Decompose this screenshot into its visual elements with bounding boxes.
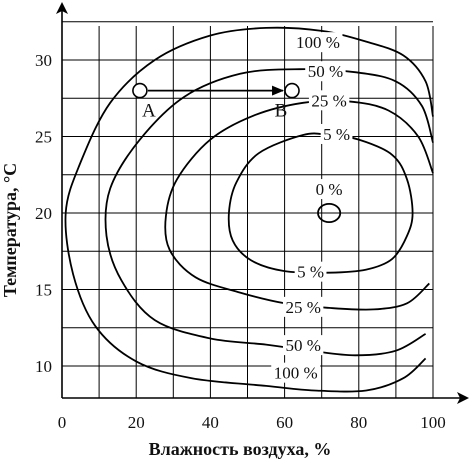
point-label-b: B [275, 101, 288, 122]
contours [64, 26, 434, 393]
contour-label-bg [294, 261, 327, 282]
contour-labels: 100 % 50 % 25 % 5 % 5 % 25 % 50 % 100 % 0 % [271, 32, 353, 383]
contour-label-1: 50 % [308, 62, 343, 81]
contour-label-8: 0 % [316, 180, 343, 199]
x-axis-title: Влажность воздуха, % [149, 439, 332, 459]
y-tick-label: 10 [35, 357, 52, 376]
contour-label-bg [293, 32, 343, 53]
tick-labels: 0 20 40 60 80 100 10 15 20 25 30 [35, 51, 446, 432]
x-tick-label: 0 [58, 413, 67, 432]
point-b [284, 82, 300, 99]
x-tick-label: 60 [276, 413, 293, 432]
contour-label-0: 100 % [296, 33, 340, 52]
contour-line-3 [227, 132, 414, 274]
y-tick-label: 30 [35, 51, 52, 70]
contour-label-bg [305, 61, 346, 82]
contour-label-bg [271, 362, 321, 383]
point-a [132, 82, 148, 99]
x-tick-label: 40 [202, 413, 219, 432]
contour-label-4: 5 % [297, 263, 324, 282]
contour-label-bg [282, 335, 324, 356]
contour-label-bg [320, 123, 353, 144]
contour-label-6: 50 % [285, 336, 320, 355]
contour-label-2: 25 % [311, 91, 346, 110]
grid [62, 21, 434, 398]
x-tick-label: 20 [128, 413, 145, 432]
contour-label-bg [282, 296, 324, 317]
contour-label-3: 5 % [323, 125, 350, 144]
y-tick-label: 20 [35, 204, 52, 223]
contour-line-2 [164, 99, 434, 311]
x-tick-label: 80 [350, 413, 367, 432]
contour-label-7: 100 % [274, 364, 318, 383]
y-axis-title: Температура, °С [0, 163, 20, 297]
point-label-a: A [142, 101, 156, 122]
contour-label-bg [313, 179, 346, 200]
contour-line-0 [64, 26, 434, 393]
contour-label-5: 25 % [285, 298, 320, 317]
contour-label-bg [308, 90, 350, 111]
y-tick-label: 15 [35, 281, 52, 300]
y-tick-label: 25 [35, 128, 52, 147]
contour-zero-ellipse [317, 202, 342, 224]
axes [56, 2, 469, 404]
x-tick-label: 100 [420, 413, 446, 432]
